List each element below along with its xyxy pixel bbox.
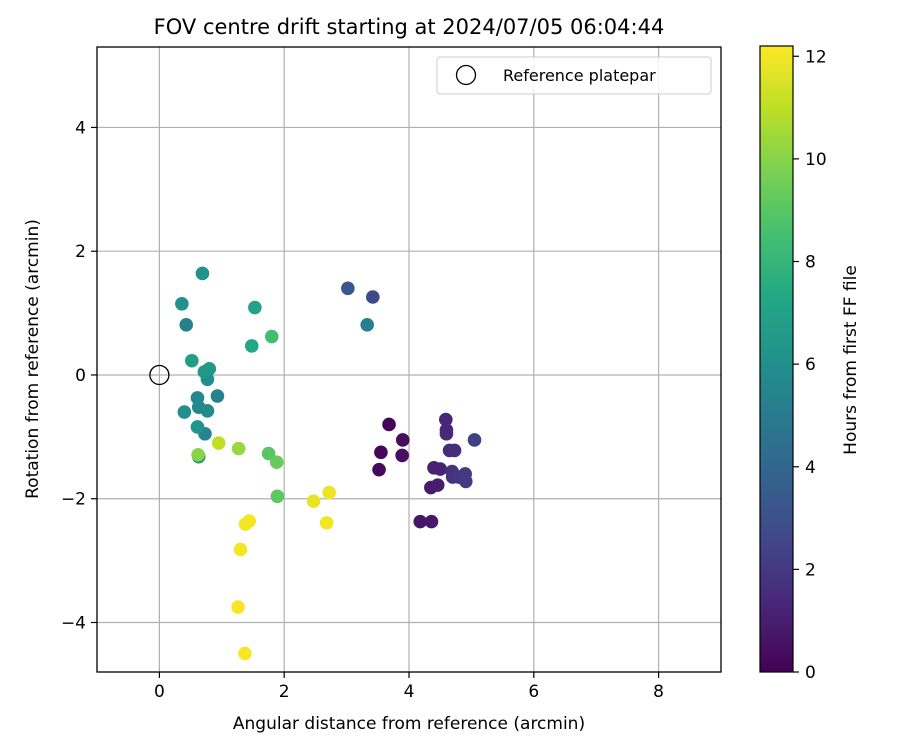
scatter-point: [177, 405, 192, 419]
legend-label: Reference platepar: [503, 66, 656, 85]
x-tick-label: 4: [404, 682, 415, 702]
colorbar-label: Hours from first FF file: [841, 265, 861, 455]
colorbar-gradient: [760, 46, 793, 672]
scatter-point: [413, 514, 428, 529]
scatter-point: [433, 462, 448, 476]
scatter-point: [395, 433, 410, 447]
scatter-point: [360, 318, 374, 332]
scatter-point: [319, 516, 334, 530]
scatter-point: [322, 485, 336, 500]
grid-lines: [97, 47, 721, 672]
legend: Reference platepar: [436, 56, 712, 95]
scatter-point: [439, 412, 453, 427]
y-tick-label: −2: [61, 490, 86, 510]
colorbar-ticks: 0 2 4 6 8 10 12: [793, 47, 827, 683]
x-tick-label: 8: [653, 682, 664, 702]
scatter-point: [231, 600, 245, 614]
scatter-point: [270, 489, 285, 504]
y-axis: −4 −2 0 2 4: [61, 118, 97, 633]
scatter-point: [306, 494, 321, 509]
x-axis: 0 2 4 6 8: [154, 672, 664, 702]
scatter-point: [200, 404, 215, 418]
scatter-point: [231, 441, 246, 456]
x-tick-label: 0: [154, 682, 165, 702]
scatter-point: [341, 281, 355, 296]
scatter-point: [424, 514, 439, 529]
scatter-point: [179, 318, 194, 332]
legend-marker-icon: [455, 64, 477, 86]
scatter-point: [374, 445, 388, 460]
data-points: [175, 266, 482, 661]
scatter-point: [190, 420, 205, 434]
colorbar: 0 2 4 6 8 10 12 Hours from first FF file: [759, 45, 861, 683]
colorbar-tick-label: 12: [805, 47, 827, 67]
colorbar-tick-label: 8: [805, 253, 816, 273]
scatter-point: [261, 446, 276, 461]
scatter-point: [430, 478, 445, 492]
scatter-point: [244, 339, 259, 353]
scatter-point: [382, 417, 396, 432]
scatter-point: [467, 433, 482, 447]
y-tick-label: 2: [75, 242, 86, 262]
scatter-point: [210, 389, 225, 403]
colorbar-tick-label: 6: [805, 355, 816, 375]
scatter-point: [242, 514, 257, 528]
colorbar-tick-label: 4: [805, 458, 816, 478]
scatter-point: [264, 329, 279, 344]
y-tick-label: 4: [75, 118, 86, 138]
chart-title: FOV centre drift starting at 2024/07/05 …: [154, 15, 665, 39]
x-tick-label: 2: [279, 682, 290, 702]
scatter-point: [185, 353, 199, 368]
colorbar-tick-label: 2: [805, 560, 816, 580]
scatter-point: [175, 297, 189, 311]
x-axis-label: Angular distance from reference (arcmin): [233, 714, 585, 734]
scatter-point: [439, 426, 454, 441]
scatter-point: [269, 455, 284, 470]
y-tick-label: 0: [75, 366, 86, 386]
reference-point: [149, 364, 170, 386]
scatter-point: [458, 474, 473, 489]
colorbar-frame: [759, 45, 794, 673]
scatter-point: [191, 447, 205, 462]
x-tick-label: 6: [528, 682, 539, 702]
reference-marker: [149, 364, 170, 386]
scatter-point: [395, 448, 409, 463]
scatter-point: [238, 646, 252, 661]
scatter-point: [211, 436, 226, 450]
scatter-point: [447, 443, 462, 458]
scatter-point: [233, 542, 248, 557]
colorbar-tick-label: 10: [805, 150, 827, 170]
scatter-point: [195, 266, 210, 281]
scatter-point: [366, 290, 380, 304]
colorbar-tick-label: 0: [805, 663, 816, 683]
y-axis-label: Rotation from reference (arcmin): [23, 219, 43, 499]
scatter-point: [202, 361, 217, 376]
y-tick-label: −4: [61, 613, 86, 633]
scatter-point: [372, 462, 386, 477]
scatter-point: [248, 300, 262, 315]
legend-box: [436, 56, 712, 95]
